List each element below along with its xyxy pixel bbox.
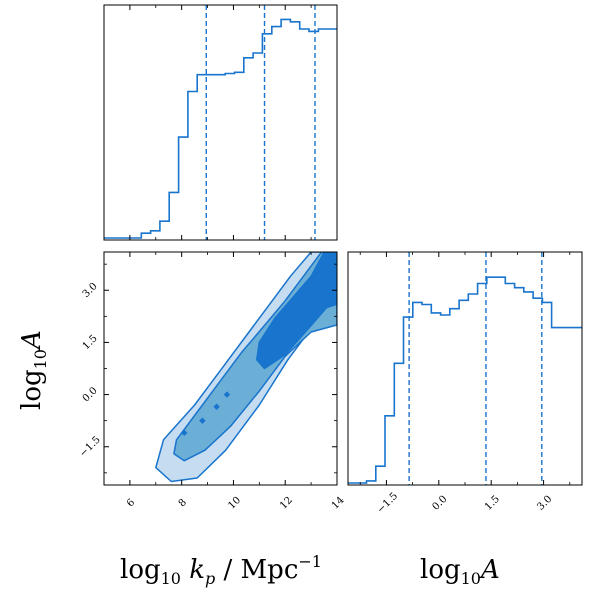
density-peak-marker bbox=[199, 417, 206, 424]
density-peak-marker bbox=[181, 429, 188, 437]
histogram-step bbox=[104, 18, 337, 239]
x-tick-label: −1.5 bbox=[375, 491, 400, 516]
y-tick-label: −1.5 bbox=[78, 434, 103, 459]
y-tick-label: 3.0 bbox=[81, 281, 100, 300]
panel-frame bbox=[347, 251, 583, 486]
density-peak-marker bbox=[223, 391, 231, 398]
x-tick-label: 3.0 bbox=[535, 494, 554, 513]
y-tick-label: 0.0 bbox=[81, 385, 100, 404]
density-peak-marker bbox=[213, 403, 220, 410]
joint-contour-panel: 6 8 10 12 14 −1.5 0.0 1.5 3.0 bbox=[78, 251, 347, 512]
contour-group bbox=[155, 252, 337, 483]
x-tick-label: 8 bbox=[177, 497, 189, 509]
y-axis-label-logA: log10A bbox=[17, 330, 50, 410]
x-tick-label: 12 bbox=[278, 495, 295, 512]
x-tick-label: 6 bbox=[125, 497, 137, 509]
contour-level-3 bbox=[255, 252, 337, 370]
x-axis-label-logA: log10A bbox=[420, 555, 500, 588]
x-tick-label: 0.0 bbox=[431, 494, 450, 513]
x-tick-label: 14 bbox=[330, 495, 347, 512]
y-tick-label: 1.5 bbox=[81, 333, 100, 352]
x-tick-label: 10 bbox=[226, 495, 243, 512]
panel-frame bbox=[103, 4, 338, 241]
x-tick-label: 1.5 bbox=[483, 494, 502, 513]
marginal-histogram-logkp bbox=[103, 4, 338, 241]
marginal-histogram-logA: −1.5 0.0 1.5 3.0 bbox=[347, 251, 583, 516]
histogram-step bbox=[348, 276, 582, 484]
x-axis-label-logkp: log10 kp / Mpc−1 bbox=[120, 552, 322, 588]
